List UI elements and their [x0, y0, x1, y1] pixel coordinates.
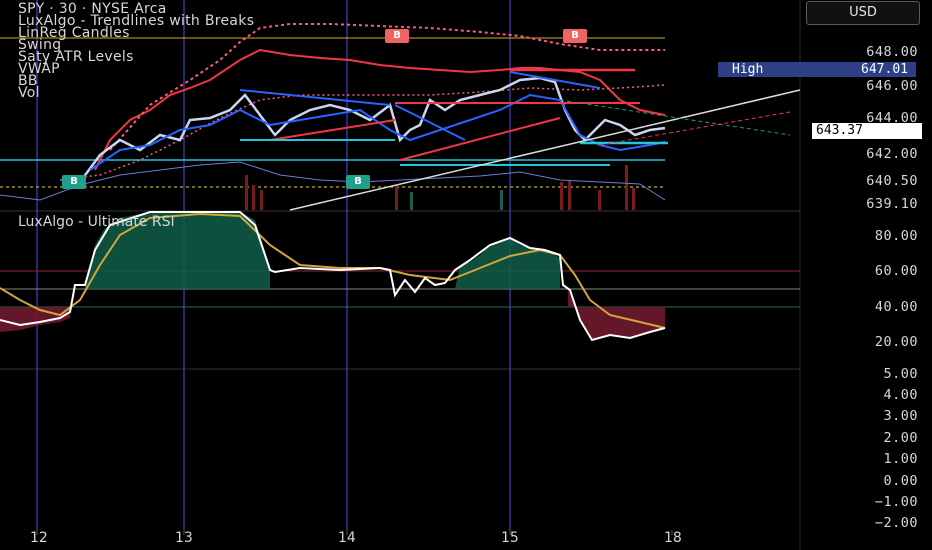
rsi-signal-line — [0, 212, 666, 329]
trendline-red — [399, 117, 561, 161]
legend-item[interactable]: Saty ATR Levels — [18, 49, 134, 65]
lower-tick: −1.00 — [874, 494, 918, 510]
legend-item[interactable]: VWAP — [18, 61, 60, 77]
high-label: High — [732, 62, 764, 77]
time-tick: 15 — [501, 530, 519, 546]
extension-green — [559, 99, 791, 136]
atr-mid-dashed — [59, 84, 666, 181]
rsi-pane-title[interactable]: LuxAlgo - Ultimate RSI — [18, 214, 175, 230]
legend-item[interactable]: BB — [18, 73, 38, 89]
price-tick: 648.00 — [866, 44, 918, 60]
last-price-marker: 643.37 — [812, 123, 922, 139]
time-tick: 18 — [664, 530, 682, 546]
legend-item[interactable]: LinReg Candles — [18, 25, 130, 41]
lower-tick: 2.00 — [883, 430, 918, 446]
time-tick: 12 — [30, 530, 48, 546]
indicator-legend: SPY · 30 · NYSE Arca LuxAlgo - Trendline… — [18, 1, 255, 101]
price-tick: 639.10 — [866, 196, 918, 212]
bb-upper — [94, 48, 666, 171]
rsi-tick: 40.00 — [874, 299, 918, 315]
lower-tick: 3.00 — [883, 408, 918, 424]
legend-item[interactable]: LuxAlgo - Trendlines with Breaks — [18, 13, 255, 29]
price-tick: 640.50 — [866, 173, 918, 189]
atr-upper-dashed — [109, 23, 665, 151]
rsi-line — [0, 211, 666, 342]
rsi-tick: 20.00 — [874, 334, 918, 350]
extension-red — [599, 111, 791, 146]
price-tick: 644.00 — [866, 110, 918, 126]
trendline-blue — [509, 71, 601, 89]
trendline-blue — [239, 89, 391, 106]
sell-signal-badge[interactable]: B — [385, 29, 409, 43]
rsi-tick: 80.00 — [874, 228, 918, 244]
rsi-oversold-fill — [568, 289, 665, 340]
rsi-oversold-fill — [0, 307, 70, 332]
trendline-red — [269, 119, 396, 141]
buy-signal-badge[interactable]: B — [62, 175, 86, 189]
high-value: 647.01 — [861, 62, 908, 77]
time-ticks — [36, 530, 673, 535]
vwap-line — [89, 93, 666, 171]
price-tick: 642.00 — [866, 146, 918, 162]
legend-item[interactable]: Swing — [18, 37, 62, 53]
lower-tick: 0.00 — [883, 473, 918, 489]
trendline-blue — [394, 104, 466, 141]
bb-lower — [0, 161, 666, 201]
rsi-overbought-fill — [455, 238, 560, 289]
rsi-overbought-fill — [85, 212, 270, 289]
time-tick: 14 — [338, 530, 356, 546]
buy-signal-badge[interactable]: B — [346, 175, 370, 189]
currency-button[interactable]: USD — [806, 1, 920, 25]
high-price-marker: High 647.01 — [718, 62, 916, 77]
price-tick: 646.00 — [866, 78, 918, 94]
lower-tick: 1.00 — [883, 451, 918, 467]
long-trendline — [289, 89, 801, 211]
sell-signal-badge[interactable]: B — [563, 29, 587, 43]
symbol-title[interactable]: SPY · 30 · NYSE Arca — [18, 1, 167, 17]
lower-tick: 4.00 — [883, 387, 918, 403]
lower-tick: −2.00 — [874, 515, 918, 531]
volume-bars — [245, 165, 635, 210]
price-line — [78, 76, 666, 183]
rsi-tick: 60.00 — [874, 263, 918, 279]
lower-tick: 5.00 — [883, 366, 918, 382]
time-tick: 13 — [175, 530, 193, 546]
legend-item[interactable]: Vol — [18, 85, 40, 101]
